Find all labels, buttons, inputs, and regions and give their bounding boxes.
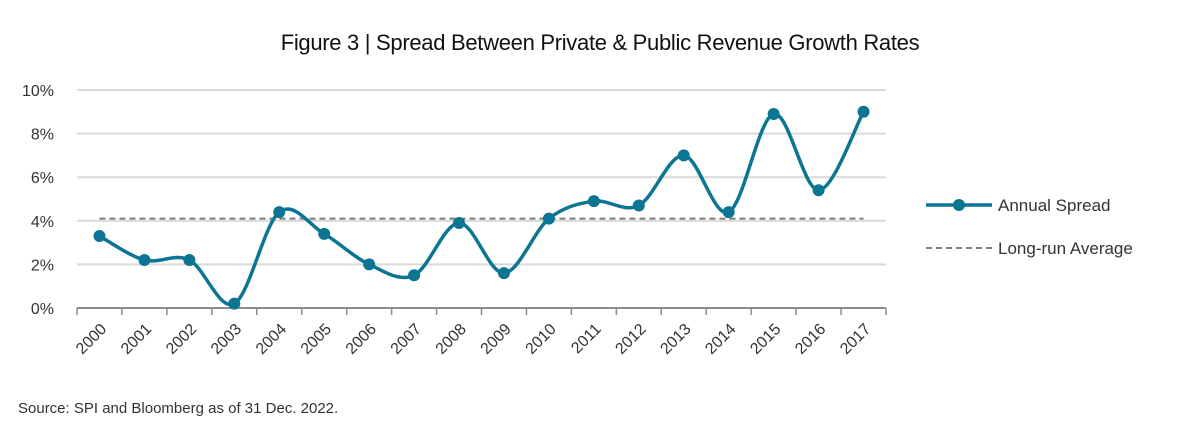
- data-point: [857, 105, 870, 118]
- annual-spread-line: [98, 110, 866, 307]
- x-tick-label: 2013: [657, 321, 694, 358]
- data-point: [363, 258, 376, 271]
- data-point: [93, 230, 106, 243]
- x-tick-label: 2000: [73, 321, 110, 358]
- x-tick-label: 2003: [208, 321, 245, 358]
- data-point: [183, 254, 196, 267]
- x-tick-label: 2002: [163, 321, 200, 358]
- data-point: [228, 297, 241, 310]
- annual-spread-series: [93, 105, 870, 310]
- data-point: [587, 195, 600, 208]
- data-point: [632, 199, 645, 212]
- y-tick-label: 6%: [31, 170, 54, 187]
- x-tick-label: 2011: [568, 321, 604, 357]
- data-point: [767, 107, 780, 120]
- x-tick-label: 2004: [253, 321, 290, 358]
- data-point: [273, 206, 286, 219]
- x-axis: 2000 2001 2002 2003 2004 2005 2006 2007 2008 2009…: [73, 307, 887, 358]
- data-point: [497, 267, 510, 280]
- gridlines: [77, 89, 886, 266]
- y-tick-label: 4%: [31, 214, 54, 231]
- data-point: [722, 206, 735, 219]
- x-tick-label: 2001: [118, 321, 155, 358]
- x-tick-label: 2008: [433, 321, 470, 358]
- data-point: [138, 254, 151, 267]
- y-tick-label: 8%: [31, 127, 54, 144]
- legend-label-annual-spread: Annual Spread: [998, 196, 1110, 215]
- x-tick-label: 2010: [523, 321, 560, 358]
- chart-title: Figure 3 | Spread Between Private & Publ…: [280, 30, 920, 55]
- legend-label-long-run-average: Long-run Average: [998, 239, 1133, 258]
- x-tick-label: 2014: [702, 321, 739, 358]
- x-tick-label: 2017: [837, 321, 874, 358]
- y-tick-label: 10%: [22, 83, 54, 100]
- data-point: [453, 216, 466, 229]
- data-point: [677, 149, 690, 162]
- y-axis-ticks: 0% 2% 4% 6% 8% 10%: [22, 83, 54, 318]
- y-tick-label: 0%: [31, 301, 54, 318]
- data-point: [812, 184, 825, 197]
- y-tick-label: 2%: [31, 257, 54, 274]
- legend-marker-annual-spread: [953, 199, 965, 211]
- x-tick-label: 2012: [612, 321, 649, 358]
- data-point: [542, 212, 555, 225]
- x-tick-label: 2006: [343, 321, 380, 358]
- x-tick-label: 2007: [388, 321, 425, 358]
- x-tick-label: 2015: [747, 321, 784, 358]
- legend: Annual Spread Long-run Average: [926, 196, 1133, 258]
- source-note: Source: SPI and Bloomberg as of 31 Dec. …: [18, 400, 339, 417]
- data-point: [408, 269, 421, 282]
- data-point: [318, 227, 331, 240]
- x-tick-label: 2016: [792, 321, 829, 358]
- x-tick-label: 2005: [298, 321, 335, 358]
- x-tick-label: 2009: [478, 321, 515, 358]
